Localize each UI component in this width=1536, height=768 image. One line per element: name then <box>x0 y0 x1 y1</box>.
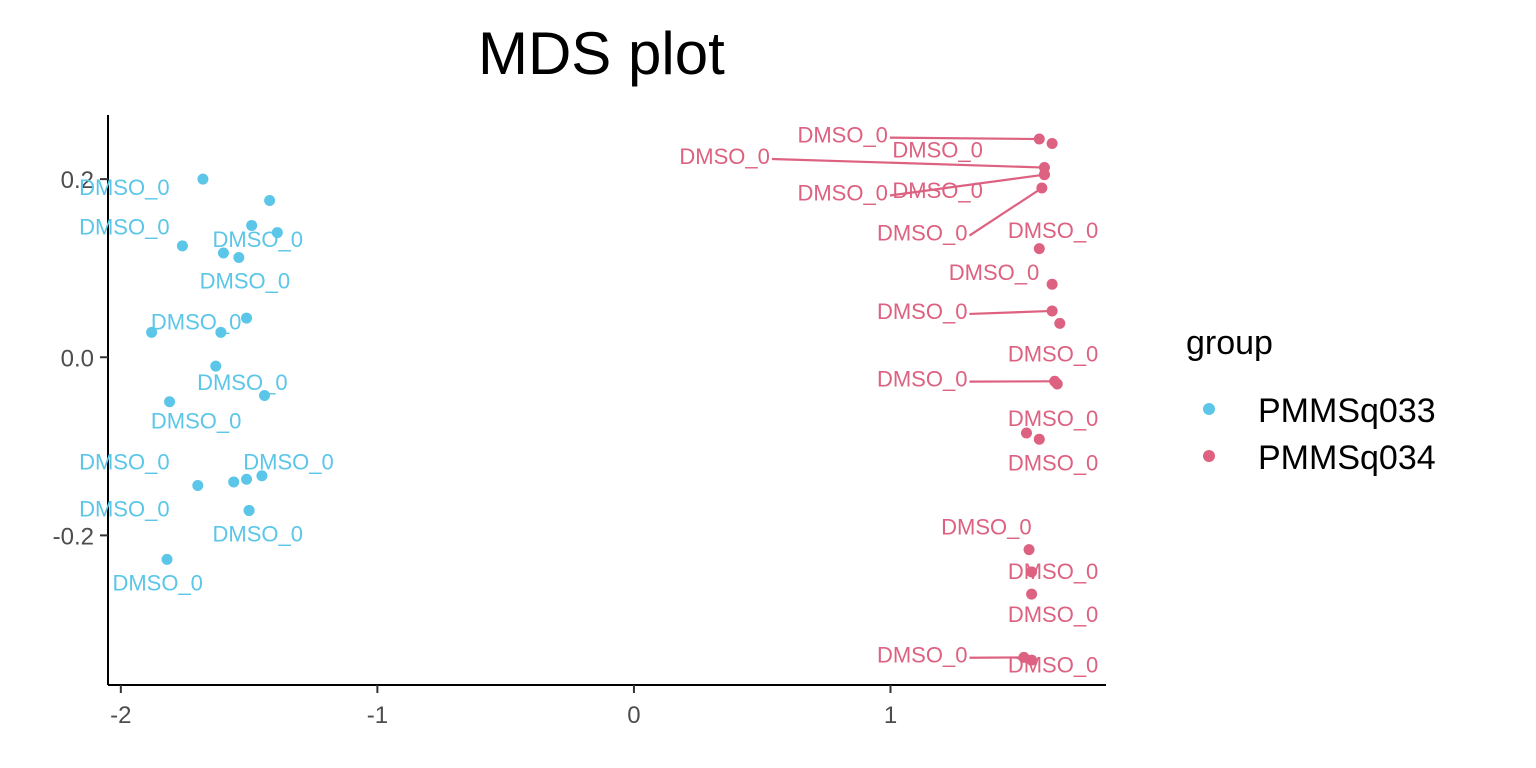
point-label: DMSO_0 <box>877 299 967 324</box>
x-tick-label: -1 <box>367 702 388 729</box>
point-label: DMSO_0 <box>79 497 169 522</box>
x-tick-label: 1 <box>884 702 897 729</box>
point-label: DMSO_0 <box>79 175 169 200</box>
point-label: DMSO_0 <box>212 522 302 547</box>
label-connector-line <box>968 187 1043 237</box>
label-connector-line <box>889 136 1040 141</box>
data-point <box>233 252 245 263</box>
point-label: DMSO_0 <box>679 144 769 169</box>
data-point <box>217 247 229 259</box>
point-label: DMSO_0 <box>79 449 169 474</box>
data-point <box>241 312 253 324</box>
point-label: DMSO_0 <box>1008 218 1098 243</box>
legend-entry-label: PMMSq034 <box>1258 439 1436 477</box>
data-point <box>1026 588 1038 600</box>
point-label: DMSO_0 <box>1008 559 1098 584</box>
point-label: DMSO_0 <box>1008 342 1098 367</box>
point-label: DMSO_0 <box>877 643 967 668</box>
point-label: DMSO_0 <box>797 180 887 205</box>
data-point <box>1033 243 1045 255</box>
data-point <box>164 396 176 408</box>
legend-entry-label: PMMSq033 <box>1258 392 1436 430</box>
data-point <box>271 227 283 239</box>
legend-swatch <box>1203 450 1215 462</box>
point-label: DMSO_0 <box>941 514 1031 539</box>
point-label: DMSO_0 <box>112 571 202 596</box>
data-point <box>1051 378 1063 390</box>
data-point <box>146 326 158 338</box>
chart-title: MDS plot <box>478 20 725 87</box>
x-tick-label: -2 <box>110 702 131 729</box>
data-point <box>241 473 253 485</box>
label-connector-line <box>969 309 1053 316</box>
point-label: DMSO_0 <box>1008 653 1098 678</box>
data-point <box>1054 317 1066 329</box>
data-point <box>256 470 268 482</box>
data-point <box>161 553 173 565</box>
data-point <box>1020 427 1032 439</box>
point-label: DMSO_0 <box>892 178 982 203</box>
data-point <box>1046 305 1058 317</box>
point-label: DMSO_0 <box>1008 406 1098 431</box>
y-tick-label: 0.0 <box>61 345 94 372</box>
label-connector-line <box>771 157 1045 169</box>
point-label: DMSO_0 <box>797 123 887 148</box>
legend-title: group <box>1186 324 1273 362</box>
data-point <box>246 219 258 231</box>
data-point <box>1036 182 1048 194</box>
point-label: DMSO_0 <box>200 269 290 294</box>
point-label: DMSO_0 <box>949 260 1039 285</box>
legend: group PMMSq033 PMMSq034 <box>1186 324 1436 477</box>
point-label: DMSO_0 <box>197 370 287 395</box>
point-label: DMSO_0 <box>79 214 169 239</box>
data-point <box>1046 278 1058 290</box>
data-point <box>210 360 222 372</box>
data-point <box>1033 433 1045 445</box>
point-label: DMSO_0 <box>151 408 241 433</box>
point-label: DMSO_0 <box>1008 450 1098 475</box>
point-label: DMSO_0 <box>212 227 302 252</box>
data-point <box>1026 654 1038 666</box>
data-point <box>258 390 270 402</box>
data-point <box>228 476 240 488</box>
label-connector-line <box>889 173 1045 197</box>
point-label: DMSO_0 <box>151 310 241 335</box>
x-tick-label: 0 <box>627 702 640 729</box>
legend-swatch <box>1203 403 1215 415</box>
data-point <box>1038 169 1050 181</box>
point-label: DMSO_0 <box>892 138 982 163</box>
point-label: DMSO_0 <box>1008 602 1098 627</box>
point-label: DMSO_0 <box>243 449 333 474</box>
data-point <box>197 173 209 185</box>
y-tick-label: 0.2 <box>61 167 94 194</box>
data-point <box>243 504 255 516</box>
data-point <box>1023 544 1035 556</box>
data-point <box>264 195 276 206</box>
data-point <box>192 480 204 491</box>
point-label: DMSO_0 <box>877 367 967 392</box>
data-point <box>1026 566 1038 578</box>
data-point <box>176 240 188 252</box>
data-point <box>1046 138 1058 149</box>
data-point <box>1033 133 1045 145</box>
data-point <box>215 326 227 338</box>
y-tick-label: -0.2 <box>53 523 94 550</box>
point-label: DMSO_0 <box>877 221 967 246</box>
